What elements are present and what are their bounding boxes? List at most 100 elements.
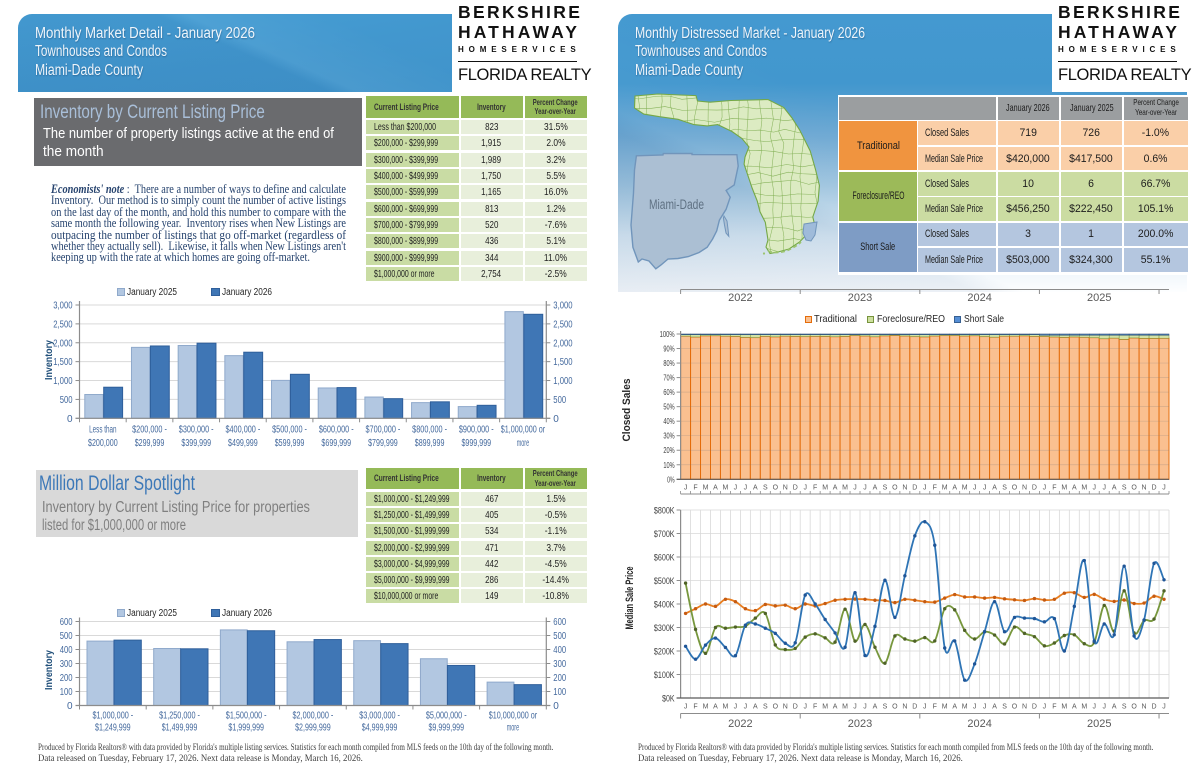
svg-text:80%: 80% [663,358,675,368]
svg-text:$800K: $800K [654,506,675,517]
svg-text:D: D [1032,485,1037,492]
svg-text:400: 400 [553,645,566,656]
svg-text:J: J [923,485,927,492]
svg-text:M: M [822,704,828,711]
svg-text:M: M [822,485,828,492]
svg-text:S: S [1002,485,1007,492]
svg-text:3,000: 3,000 [53,301,73,312]
svg-text:$10,000,000 or: $10,000,000 or [489,711,538,722]
svg-text:J: J [1092,704,1096,711]
svg-text:A: A [992,485,997,492]
svg-text:N: N [902,704,907,711]
svg-text:$299,999: $299,999 [135,438,165,449]
svg-text:S: S [1122,704,1127,711]
svg-text:M: M [842,485,848,492]
svg-text:$500,000 -: $500,000 - [272,425,307,436]
svg-text:A: A [873,704,878,711]
svg-text:$1,000,000 or: $1,000,000 or [501,425,546,436]
svg-text:$999,999: $999,999 [461,438,491,449]
svg-text:more: more [507,723,520,734]
svg-text:$2,000,000 -: $2,000,000 - [293,711,334,722]
svg-text:2,500: 2,500 [553,319,573,330]
svg-text:2024: 2024 [967,292,991,304]
svg-text:0%: 0% [667,474,675,484]
svg-text:J: J [744,704,748,711]
svg-text:40%: 40% [663,416,675,426]
svg-text:$400,000 -: $400,000 - [225,425,260,436]
svg-text:2,000: 2,000 [553,338,573,349]
svg-text:60%: 60% [663,387,675,397]
svg-text:$300,000 -: $300,000 - [179,425,214,436]
svg-text:O: O [892,704,898,711]
svg-text:$500K: $500K [654,576,675,587]
svg-text:O: O [773,485,779,492]
svg-text:$499,999: $499,999 [228,438,258,449]
svg-text:N: N [1142,704,1147,711]
svg-text:2023: 2023 [848,718,872,730]
svg-text:J: J [973,704,977,711]
svg-text:$700K: $700K [654,529,675,540]
svg-text:S: S [1122,485,1127,492]
svg-text:500: 500 [60,631,73,642]
svg-text:N: N [783,485,788,492]
svg-text:D: D [793,704,798,711]
svg-text:J: J [1043,485,1047,492]
svg-text:J: J [983,485,987,492]
svg-text:J: J [1162,485,1166,492]
svg-text:$1,999,999: $1,999,999 [228,723,264,734]
svg-text:M: M [962,485,968,492]
svg-text:$899,999: $899,999 [415,438,445,449]
svg-text:M: M [703,704,709,711]
svg-text:$200,000 -: $200,000 - [132,425,167,436]
svg-text:D: D [1152,704,1157,711]
svg-text:2024: 2024 [967,718,991,730]
svg-text:1,000: 1,000 [53,376,73,387]
svg-text:J: J [803,704,807,711]
svg-text:200: 200 [60,673,73,684]
svg-text:M: M [1061,485,1067,492]
svg-text:O: O [1012,704,1018,711]
svg-text:0: 0 [553,414,559,425]
svg-text:$200K: $200K [654,647,675,658]
svg-text:O: O [773,704,779,711]
svg-text:S: S [763,704,768,711]
svg-text:$200,000: $200,000 [88,438,118,449]
svg-text:2022: 2022 [728,718,752,730]
svg-text:1,500: 1,500 [53,357,73,368]
svg-text:$0K: $0K [662,694,675,705]
svg-text:600: 600 [553,617,566,628]
svg-text:N: N [783,704,788,711]
svg-text:$9,999,999: $9,999,999 [428,723,464,734]
svg-text:$1,250,000 -: $1,250,000 - [159,711,200,722]
svg-text:A: A [713,485,718,492]
svg-text:A: A [833,704,838,711]
svg-text:20%: 20% [663,445,675,455]
svg-text:400: 400 [60,645,73,656]
svg-text:$700,000 -: $700,000 - [365,425,400,436]
svg-text:$300K: $300K [654,623,675,634]
svg-text:300: 300 [60,659,73,670]
svg-text:J: J [983,704,987,711]
svg-text:N: N [1022,485,1027,492]
svg-text:A: A [713,704,718,711]
svg-text:J: J [863,485,867,492]
svg-text:J: J [684,485,688,492]
svg-text:2023: 2023 [848,292,872,304]
svg-text:$5,000,000 -: $5,000,000 - [426,711,467,722]
svg-text:F: F [813,485,817,492]
svg-text:2,000: 2,000 [53,338,73,349]
svg-text:100%: 100% [660,329,675,339]
svg-text:M: M [703,485,709,492]
svg-text:D: D [912,485,917,492]
svg-text:M: M [723,485,729,492]
svg-text:J: J [1043,704,1047,711]
svg-text:D: D [1032,704,1037,711]
svg-text:M: M [942,485,948,492]
svg-text:$3,000,000 -: $3,000,000 - [359,711,400,722]
svg-text:0: 0 [67,414,73,425]
svg-text:more: more [517,438,530,449]
svg-text:A: A [873,485,878,492]
svg-text:$2,999,999: $2,999,999 [295,723,331,734]
svg-text:F: F [813,704,817,711]
svg-text:2,500: 2,500 [53,319,73,330]
